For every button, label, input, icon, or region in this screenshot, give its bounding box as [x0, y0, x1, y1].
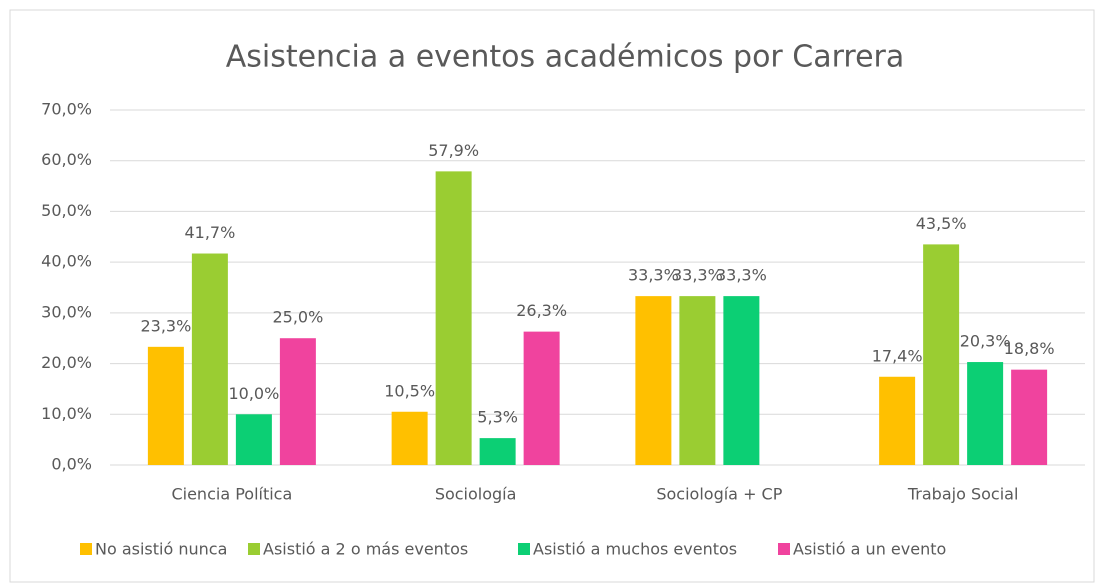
- y-tick-label: 10,0%: [41, 404, 92, 423]
- y-tick-label: 0,0%: [51, 455, 92, 474]
- legend-swatch: [80, 543, 92, 555]
- data-label: 33,3%: [628, 266, 679, 285]
- y-tick-label: 60,0%: [41, 150, 92, 169]
- legend-swatch: [778, 543, 790, 555]
- bar: [235, 414, 272, 465]
- data-label: 10,5%: [384, 381, 435, 400]
- x-tick-label: Sociología: [435, 485, 517, 504]
- bar: [635, 296, 672, 465]
- x-tick-label: Sociología + CP: [656, 485, 782, 504]
- data-label: 57,9%: [428, 141, 479, 160]
- bar: [147, 346, 184, 465]
- y-tick-label: 70,0%: [41, 100, 92, 119]
- bar: [723, 296, 760, 465]
- bar: [479, 438, 516, 465]
- data-label: 33,3%: [716, 266, 767, 285]
- legend-swatch: [248, 543, 260, 555]
- data-label: 5,3%: [477, 408, 518, 427]
- bar: [1011, 369, 1048, 465]
- y-tick-label: 40,0%: [41, 252, 92, 271]
- bar: [191, 253, 228, 465]
- y-tick-label: 50,0%: [41, 201, 92, 220]
- chart-title: Asistencia a eventos académicos por Carr…: [226, 40, 905, 75]
- data-label: 18,8%: [1004, 339, 1055, 358]
- y-tick-label: 20,0%: [41, 353, 92, 372]
- bar: [923, 244, 960, 465]
- bar: [523, 331, 560, 465]
- data-label: 20,3%: [960, 332, 1011, 351]
- x-tick-label: Ciencia Política: [171, 485, 292, 504]
- bar: [679, 296, 716, 465]
- bar: [435, 171, 472, 465]
- legend-label: Asistió a muchos eventos: [533, 540, 737, 559]
- data-label: 25,0%: [272, 308, 323, 327]
- legend-label: Asistió a un evento: [793, 540, 946, 559]
- data-label: 10,0%: [228, 384, 279, 403]
- legend-swatch: [518, 543, 530, 555]
- x-tick-label: Trabajo Social: [907, 485, 1019, 504]
- data-label: 26,3%: [516, 301, 567, 320]
- data-label: 17,4%: [872, 346, 923, 365]
- data-label: 33,3%: [672, 266, 723, 285]
- bar: [879, 376, 916, 465]
- data-label: 41,7%: [184, 223, 235, 242]
- bar: [279, 338, 316, 465]
- data-label: 23,3%: [140, 316, 191, 335]
- y-tick-label: 30,0%: [41, 302, 92, 321]
- legend-label: Asistió a 2 o más eventos: [263, 540, 468, 559]
- data-label: 43,5%: [916, 214, 967, 233]
- bar: [967, 362, 1004, 465]
- legend-label: No asistió nunca: [95, 540, 227, 559]
- chart-border: [9, 9, 1095, 583]
- bar: [391, 411, 428, 465]
